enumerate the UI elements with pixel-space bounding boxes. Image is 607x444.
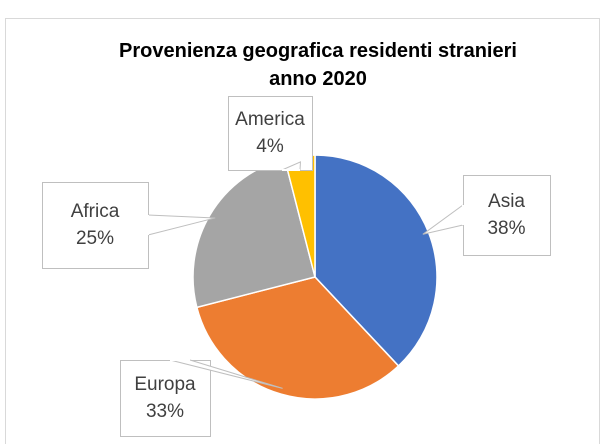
callout-box: [120, 360, 211, 437]
callout-pointer: [281, 161, 302, 171]
pie-slice: [195, 276, 400, 400]
chart-title: Provenienza geografica residenti stranie…: [119, 40, 517, 90]
value-label: 4%: [256, 136, 284, 157]
callout-pointer: [147, 214, 216, 236]
value-label: 25%: [76, 228, 114, 249]
value-label: 33%: [146, 401, 184, 422]
category-label: Africa: [71, 201, 120, 222]
callout-box: [228, 96, 313, 171]
callout-pointer: [422, 204, 464, 235]
category-label: Asia: [488, 191, 525, 212]
callout-pointer: [169, 359, 283, 389]
category-label: Europa: [134, 374, 196, 395]
category-label: America: [235, 109, 305, 130]
callout-box: [42, 182, 149, 269]
callout-box: [463, 175, 551, 256]
value-label: 38%: [487, 218, 525, 239]
